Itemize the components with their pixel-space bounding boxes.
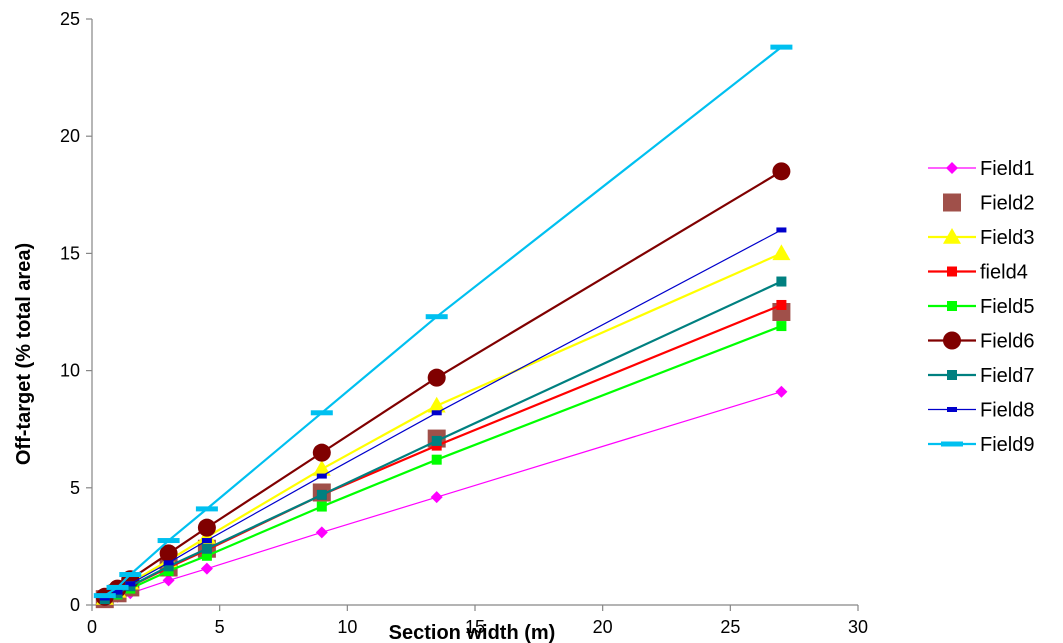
legend-label: Field6 — [980, 331, 1034, 353]
legend-label: Field3 — [980, 227, 1034, 249]
x-tick-label: 10 — [337, 617, 357, 637]
data-point — [776, 276, 787, 287]
series-field6 — [95, 162, 791, 606]
x-tick-label: 25 — [720, 617, 740, 637]
data-point — [195, 506, 218, 512]
y-tick-label: 10 — [60, 361, 80, 381]
data-point — [197, 518, 216, 537]
data-point — [119, 572, 142, 578]
series-field1 — [98, 385, 788, 607]
series-field9 — [93, 44, 793, 599]
data-point — [93, 593, 116, 599]
data-point — [772, 162, 791, 181]
data-point — [159, 544, 178, 563]
data-point — [431, 410, 442, 416]
legend-entry: Field9 — [928, 434, 1034, 456]
data-point — [157, 538, 180, 544]
legend-label: Field5 — [980, 296, 1034, 318]
legend-marker — [947, 407, 957, 412]
data-point — [201, 550, 212, 561]
x-axis-title: Section width (m) — [389, 622, 556, 643]
data-point — [162, 574, 175, 587]
y-tick-label: 5 — [70, 478, 80, 498]
legend-label: Field7 — [980, 365, 1034, 387]
axes: 0 5 10 15 20 25 0 5 10 15 20 25 30 — [60, 9, 868, 637]
series-line — [104, 46, 783, 597]
legend-entry: Field8 — [928, 400, 1034, 422]
data-point — [201, 543, 212, 554]
series-field5 — [99, 321, 787, 605]
y-tick-label: 25 — [60, 9, 80, 29]
data-point — [106, 584, 129, 590]
data-point — [316, 489, 327, 500]
x-tick-label: 20 — [593, 617, 613, 637]
legend-marker — [943, 228, 961, 244]
x-tick-label: 0 — [87, 617, 97, 637]
data-point — [200, 562, 213, 575]
y-axis-title: Off-target (% total area) — [13, 243, 35, 465]
legend-entry: Field6 — [928, 331, 1034, 353]
x-tick-label: 5 — [215, 617, 225, 637]
data-point — [431, 454, 442, 465]
legend-marker — [941, 441, 963, 447]
data-point — [775, 385, 788, 398]
x-tick-label: 15 — [465, 617, 485, 637]
y-tick-label: 0 — [70, 595, 80, 615]
legend-entry: field4 — [928, 262, 1028, 284]
legend-label: Field9 — [980, 434, 1034, 456]
series-layer — [93, 44, 793, 609]
legend-entry: Field1 — [928, 158, 1034, 180]
data-point — [776, 227, 787, 233]
data-point — [770, 44, 793, 50]
legend: Field1 Field2 Field3 field4 Field5 Field6 Fiel… — [928, 158, 1034, 456]
legend-label: Field8 — [980, 400, 1034, 422]
data-point — [310, 410, 333, 416]
data-point — [315, 526, 328, 539]
data-point — [316, 473, 327, 479]
data-point — [316, 501, 327, 512]
legend-marker — [946, 162, 958, 174]
legend-marker — [943, 331, 961, 350]
data-point — [772, 244, 791, 261]
data-point — [430, 491, 443, 504]
data-point — [425, 314, 448, 320]
data-point — [776, 321, 787, 332]
data-point — [201, 538, 212, 544]
y-tick-label: 15 — [60, 243, 80, 263]
data-point — [163, 561, 174, 572]
legend-marker — [947, 370, 957, 380]
legend-marker — [943, 193, 961, 212]
legend-label: Field2 — [980, 193, 1034, 215]
data-point — [163, 560, 174, 566]
data-point — [312, 443, 331, 462]
series-field2 — [95, 303, 791, 609]
x-tick-label: 30 — [848, 617, 868, 637]
data-point — [112, 589, 123, 595]
legend-entry: Field5 — [928, 296, 1034, 318]
legend-entry: Field2 — [943, 193, 1034, 215]
data-point — [312, 460, 331, 476]
data-point — [125, 581, 136, 587]
legend-label: field4 — [980, 262, 1028, 284]
legend-marker — [947, 301, 957, 311]
legend-entry: Field7 — [928, 365, 1034, 387]
y-tick-label: 20 — [60, 126, 80, 146]
data-point — [431, 435, 442, 446]
legend-entry: Field3 — [928, 227, 1034, 249]
legend-marker — [947, 266, 957, 277]
legend-label: Field1 — [980, 158, 1034, 180]
data-point — [776, 299, 787, 310]
data-point — [427, 396, 446, 413]
data-point — [427, 368, 446, 387]
